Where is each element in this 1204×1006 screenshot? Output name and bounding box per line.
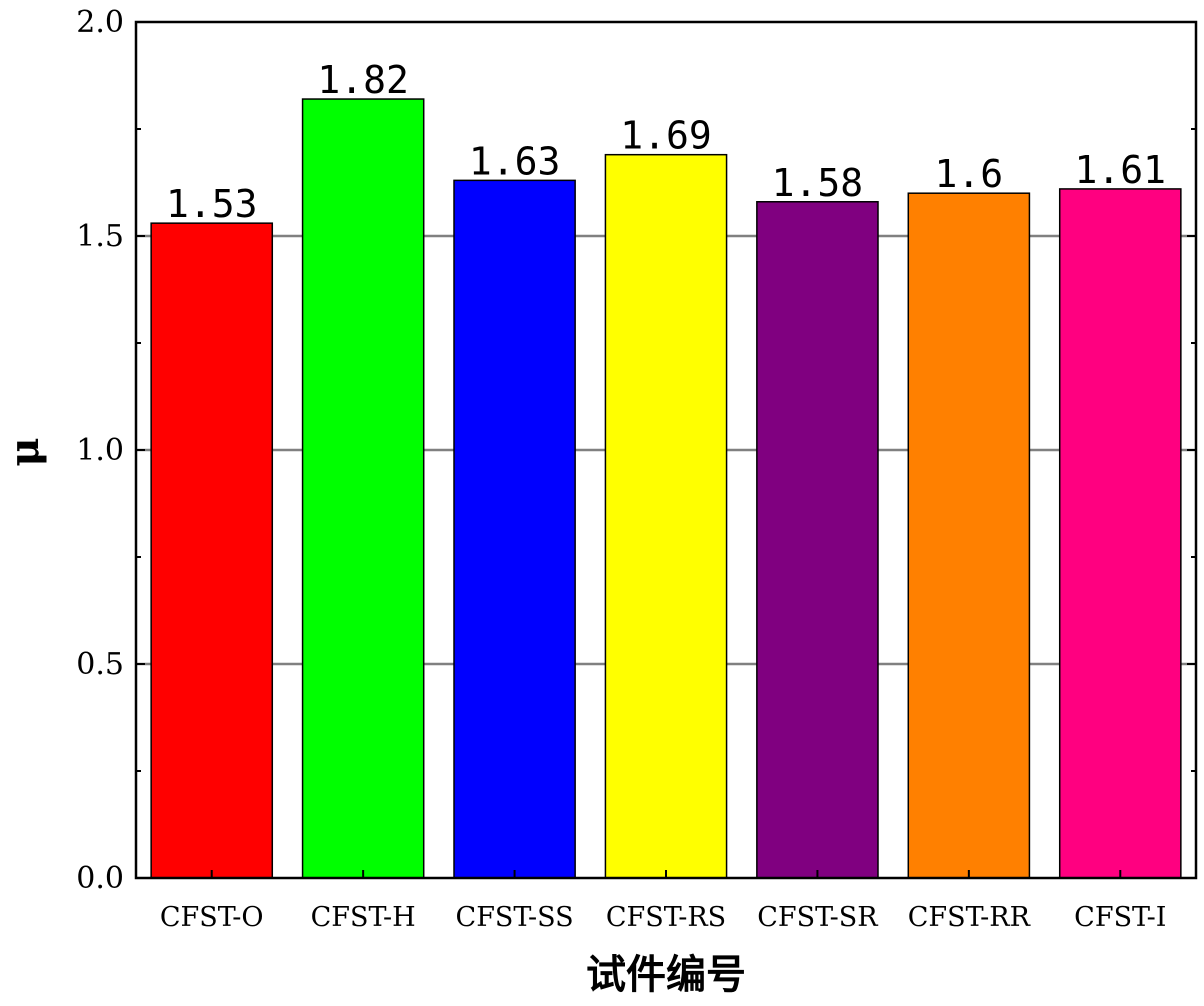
x-tick-label: CFST-O	[160, 902, 264, 933]
x-axis: CFST-O CFST-H CFST-SS CFST-RS CFST-SR CFST-RR…	[160, 870, 1166, 933]
bar-cfst-i	[1058, 188, 1182, 879]
data-label: 1.82	[317, 58, 409, 102]
bar-cfst-sr	[756, 201, 879, 879]
bar-cfst-h	[301, 98, 425, 879]
data-label: 1.6	[935, 152, 1004, 196]
x-tick-label: CFST-RS	[606, 902, 726, 933]
x-tick-label: CFST-RR	[908, 902, 1031, 933]
y-axis: 0.0 0.5 1.0 1.5 2.0	[76, 5, 1196, 896]
y-tick-label: 0.5	[76, 647, 124, 682]
data-label: 1.69	[620, 114, 712, 158]
x-axis-title: 试件编号	[586, 951, 746, 998]
y-axis-title: μ	[1, 437, 48, 466]
data-label: 1.61	[1075, 148, 1167, 192]
data-label: 1.63	[469, 139, 561, 183]
data-label: 1.58	[772, 161, 864, 205]
data-labels-group: 1.53 1.82 1.63 1.69 1.58 1.6 1.61	[166, 58, 1166, 226]
y-tick-label: 1.0	[76, 433, 124, 468]
y-tick-label: 0.0	[76, 861, 124, 896]
data-label: 1.53	[166, 182, 258, 226]
x-tick-label: CFST-SR	[757, 902, 878, 933]
x-tick-label: CFST-SS	[456, 902, 574, 933]
bar-cfst-ss	[453, 179, 576, 879]
x-tick-label: CFST-H	[311, 902, 416, 933]
y-tick-label: 1.5	[76, 219, 124, 254]
bar-cfst-rs	[604, 153, 728, 879]
bar-cfst-rr	[907, 192, 1031, 879]
bars-group	[150, 98, 1182, 879]
bar-cfst-o	[150, 222, 274, 879]
y-tick-label: 2.0	[76, 5, 124, 40]
x-tick-label: CFST-I	[1074, 902, 1166, 933]
